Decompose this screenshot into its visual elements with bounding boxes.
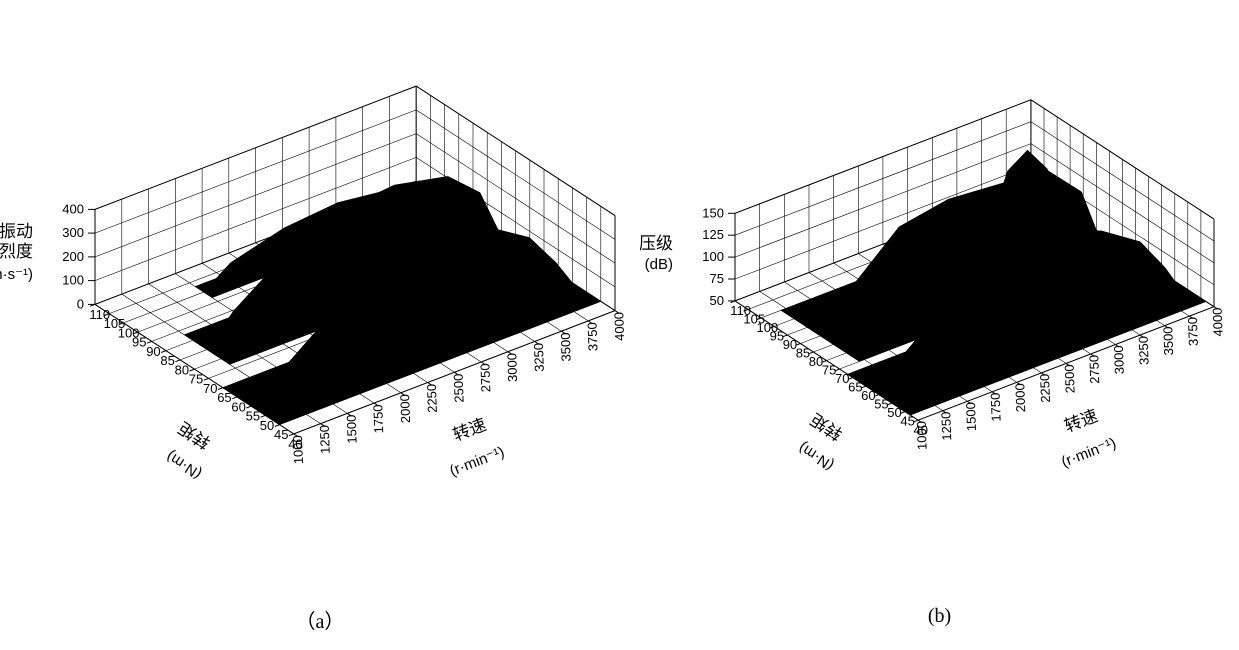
svg-text:3000: 3000 [1111,345,1127,374]
svg-text:70: 70 [835,371,849,386]
svg-text:3250: 3250 [1136,336,1152,365]
svg-text:55: 55 [874,397,888,412]
svg-text:1500: 1500 [963,402,979,431]
svg-text:400: 400 [62,201,84,216]
svg-text:50: 50 [710,293,724,308]
svg-text:(dB): (dB) [645,256,673,273]
svg-text:烈度: 烈度 [0,242,33,261]
svg-text:3500: 3500 [558,332,574,361]
svg-text:40: 40 [914,422,928,437]
panel-b: 1000125015001750200022502500275030003250… [640,0,1239,595]
svg-text:75: 75 [710,271,724,286]
svg-text:45: 45 [900,414,914,429]
svg-text:声压级: 声压级 [640,234,673,253]
svg-text:3750: 3750 [585,322,601,351]
svg-text:转速: 转速 [1062,406,1101,436]
svg-text:4000: 4000 [1210,307,1226,336]
svg-text:转速: 转速 [450,415,489,445]
svg-text:200: 200 [62,249,84,264]
svg-text:1250: 1250 [938,411,954,440]
svg-text:85: 85 [796,346,810,361]
svg-text:2500: 2500 [451,373,467,402]
svg-text:60: 60 [231,399,245,414]
svg-text:65: 65 [848,380,862,395]
svg-text:150: 150 [702,205,724,220]
svg-text:70: 70 [203,381,217,396]
svg-text:110: 110 [730,303,751,318]
captions-row: （a） (b) [0,595,1239,650]
plots-row: 1000125015001750200022502500275030003250… [0,0,1239,595]
svg-text:50: 50 [260,418,274,433]
svg-text:85: 85 [160,353,174,368]
svg-text:50: 50 [887,405,901,420]
svg-text:3750: 3750 [1185,317,1201,346]
svg-text:60: 60 [861,388,875,403]
svg-text:100: 100 [702,249,724,264]
panel-a: 1000125015001750200022502500275030003250… [0,0,640,595]
plot-b-svg: 1000125015001750200022502500275030003250… [640,0,1239,595]
svg-text:100: 100 [62,273,84,288]
svg-text:1250: 1250 [317,425,333,454]
caption-a: （a） [0,595,640,650]
svg-text:65: 65 [217,390,231,405]
svg-text:1750: 1750 [988,392,1004,421]
svg-text:0: 0 [77,296,84,311]
svg-text:300: 300 [62,225,84,240]
svg-text:40: 40 [288,436,302,451]
svg-text:2250: 2250 [424,384,440,413]
svg-text:4000: 4000 [611,312,627,341]
svg-text:2750: 2750 [1086,355,1102,384]
figure-page: 1000125015001750200022502500275030003250… [0,0,1239,650]
svg-text:振动: 振动 [0,222,33,241]
svg-text:110: 110 [89,307,110,322]
svg-text:3250: 3250 [531,343,547,372]
svg-text:2000: 2000 [397,394,413,423]
svg-text:2000: 2000 [1012,383,1028,412]
plot-a-svg: 1000125015001750200022502500275030003250… [0,0,640,595]
svg-text:3500: 3500 [1160,326,1176,355]
svg-text:75: 75 [189,372,203,387]
svg-text:2250: 2250 [1037,374,1053,403]
svg-text:(r·min⁻¹): (r·min⁻¹) [447,443,506,479]
svg-text:75: 75 [822,363,836,378]
svg-text:(N·m): (N·m) [796,439,837,474]
svg-text:125: 125 [702,227,724,242]
svg-text:45: 45 [274,427,288,442]
svg-text:90: 90 [146,344,160,359]
svg-text:55: 55 [246,409,260,424]
svg-text:(mm·s⁻¹): (mm·s⁻¹) [0,266,33,283]
svg-text:转矩: 转矩 [175,418,214,452]
svg-text:(r·min⁻¹): (r·min⁻¹) [1059,435,1118,471]
svg-text:80: 80 [809,354,823,369]
caption-b: (b) [640,595,1239,650]
svg-text:2750: 2750 [477,363,493,392]
svg-text:3000: 3000 [504,353,520,382]
svg-text:80: 80 [175,362,189,377]
svg-text:转矩: 转矩 [807,409,846,443]
svg-text:2500: 2500 [1062,364,1078,393]
svg-text:(N·m): (N·m) [163,447,204,482]
svg-text:1750: 1750 [370,404,386,433]
svg-text:1500: 1500 [344,414,360,443]
svg-text:90: 90 [783,337,797,352]
